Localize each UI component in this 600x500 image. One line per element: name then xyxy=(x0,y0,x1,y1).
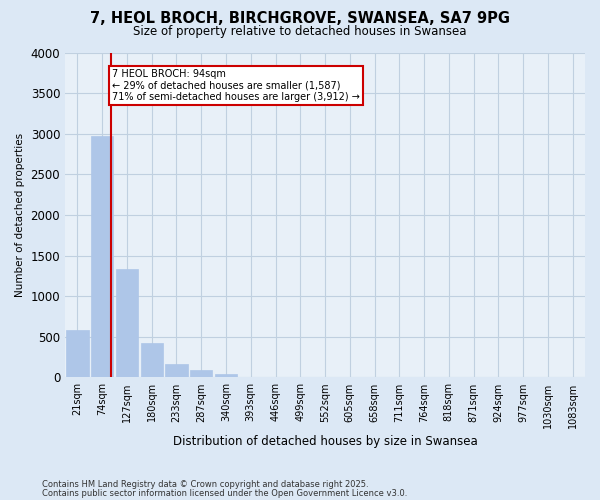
Text: Contains public sector information licensed under the Open Government Licence v3: Contains public sector information licen… xyxy=(42,489,407,498)
Bar xyxy=(116,268,138,378)
Bar xyxy=(91,136,113,378)
Bar xyxy=(215,374,237,378)
Bar xyxy=(140,342,163,378)
Text: Contains HM Land Registry data © Crown copyright and database right 2025.: Contains HM Land Registry data © Crown c… xyxy=(42,480,368,489)
Text: Size of property relative to detached houses in Swansea: Size of property relative to detached ho… xyxy=(133,25,467,38)
Bar xyxy=(166,364,188,378)
Y-axis label: Number of detached properties: Number of detached properties xyxy=(15,133,25,297)
Bar xyxy=(66,330,89,378)
X-axis label: Distribution of detached houses by size in Swansea: Distribution of detached houses by size … xyxy=(173,434,478,448)
Text: 7, HEOL BROCH, BIRCHGROVE, SWANSEA, SA7 9PG: 7, HEOL BROCH, BIRCHGROVE, SWANSEA, SA7 … xyxy=(90,11,510,26)
Text: 7 HEOL BROCH: 94sqm
← 29% of detached houses are smaller (1,587)
71% of semi-det: 7 HEOL BROCH: 94sqm ← 29% of detached ho… xyxy=(112,68,360,102)
Bar xyxy=(190,370,212,378)
Bar xyxy=(239,376,262,378)
